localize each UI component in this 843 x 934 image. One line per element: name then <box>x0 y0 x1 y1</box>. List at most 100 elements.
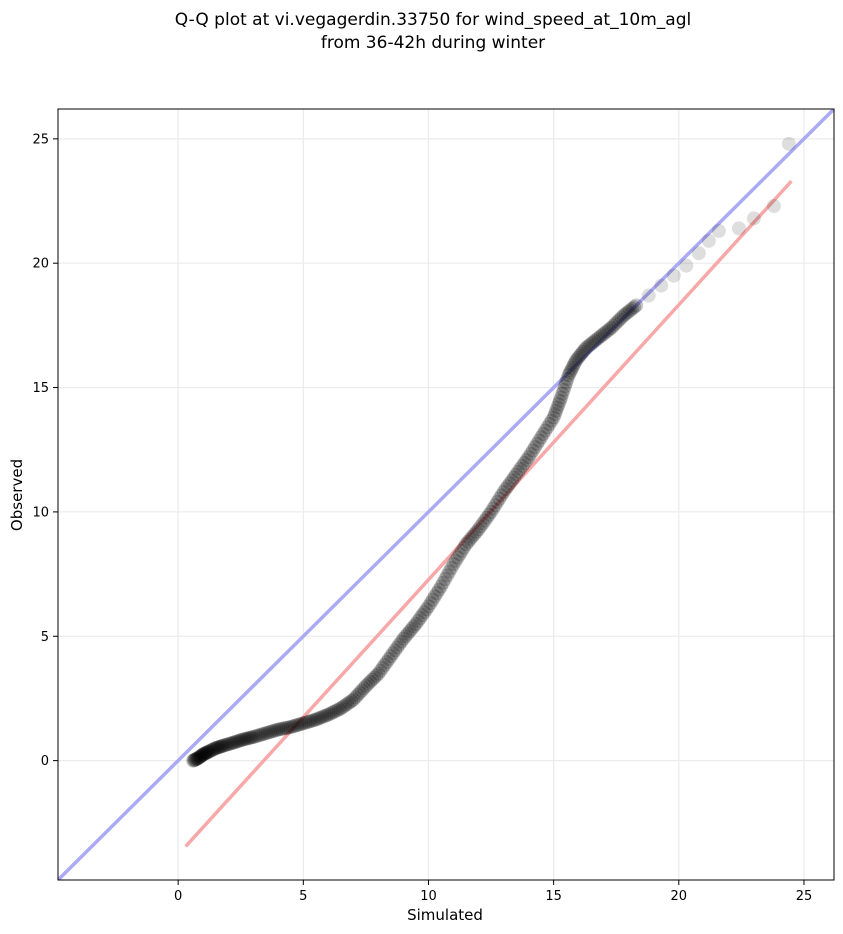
quantile-point <box>622 303 637 318</box>
quantile-point <box>471 522 486 537</box>
y-axis-label: Observed <box>8 459 26 531</box>
quantile-point <box>214 739 229 754</box>
quantile-point <box>237 732 252 747</box>
quantile-point <box>248 729 263 744</box>
quantile-point <box>197 746 212 761</box>
quantile-point <box>606 318 621 333</box>
quantile-point <box>616 308 631 323</box>
quantile-point <box>216 738 231 753</box>
quantile-point <box>419 602 434 617</box>
quantile-point <box>488 498 503 513</box>
quantile-point <box>581 339 596 354</box>
quantile-point <box>371 666 386 681</box>
quantile-point <box>204 743 219 758</box>
x-tick-label: 20 <box>671 889 688 904</box>
quantile-point <box>201 744 216 759</box>
quantile-point <box>344 694 359 709</box>
quantile-point <box>570 351 585 366</box>
quantile-point <box>459 537 474 552</box>
quantile-point <box>610 314 625 329</box>
quantile-point <box>262 725 277 740</box>
quantile-point <box>469 524 484 539</box>
quantile-point <box>195 748 210 763</box>
quantile-point <box>325 705 340 720</box>
quantile-point <box>574 346 589 361</box>
quantile-point <box>294 716 309 731</box>
quantile-point <box>200 745 215 760</box>
quantile-point <box>236 732 251 747</box>
quantile-point <box>429 586 444 601</box>
quantile-point <box>354 683 369 698</box>
quantile-point <box>496 485 511 500</box>
chart-subtitle: from 36-42h during winter <box>321 33 545 53</box>
quantile-point <box>187 753 202 768</box>
quantile-point <box>406 619 421 634</box>
quantile-point <box>408 616 423 631</box>
quantile-point <box>546 410 561 425</box>
quantile-point <box>629 298 644 313</box>
quantile-point <box>544 413 559 428</box>
quantile-point <box>300 715 315 730</box>
quantile-point <box>209 740 224 755</box>
quantile-point <box>203 743 218 758</box>
quantile-point <box>597 325 612 340</box>
quantile-point <box>226 735 241 750</box>
quantile-point <box>222 736 237 751</box>
quantile-point <box>229 734 244 749</box>
x-tick-label: 25 <box>796 889 813 904</box>
quantile-point <box>555 386 570 401</box>
quantile-point <box>231 734 246 749</box>
y-tick-label: 25 <box>32 132 49 147</box>
quantile-point <box>679 258 694 273</box>
quantile-point <box>360 676 375 691</box>
quantile-point <box>585 335 600 350</box>
quantile-point <box>207 741 222 756</box>
quantile-point <box>486 501 501 516</box>
quantile-point <box>348 690 363 705</box>
quantile-point <box>691 246 706 261</box>
quantile-point <box>440 568 455 583</box>
quantile-point <box>400 626 415 641</box>
y-tick-label: 0 <box>41 754 49 769</box>
quantile-point <box>498 482 513 497</box>
quantile-point <box>306 713 321 728</box>
y-tick-label: 20 <box>32 257 49 272</box>
quantile-point <box>442 564 457 579</box>
quantile-point <box>252 728 267 743</box>
quantile-point <box>540 420 555 435</box>
quantile-point <box>534 430 549 445</box>
quantile-point <box>731 221 746 236</box>
quantile-point <box>260 725 275 740</box>
quantile-point <box>388 643 403 658</box>
quantile-point <box>425 592 440 607</box>
x-tick-label: 5 <box>299 889 307 904</box>
quantile-point <box>438 572 453 587</box>
quantile-point <box>317 709 332 724</box>
quantile-point <box>211 740 226 755</box>
quantile-point <box>192 749 207 764</box>
quantile-point <box>298 715 313 730</box>
quantile-point <box>456 540 471 555</box>
quantile-point <box>193 749 208 764</box>
quantile-point <box>392 637 407 652</box>
quantile-point <box>319 708 334 723</box>
identity-line <box>58 109 834 880</box>
quantile-point <box>542 417 557 432</box>
quantile-point <box>219 737 234 752</box>
quantile-point <box>367 670 382 685</box>
quantile-point <box>411 613 426 628</box>
quantile-point <box>192 750 207 765</box>
quantile-point <box>381 652 396 667</box>
quantile-point <box>552 393 567 408</box>
quantile-point <box>208 741 223 756</box>
quantile-point <box>198 746 213 761</box>
quantile-point <box>746 211 761 226</box>
quantile-point <box>313 710 328 725</box>
quantile-point <box>290 718 305 733</box>
quantile-point <box>242 730 257 745</box>
quantile-point <box>277 721 292 736</box>
quantile-point <box>188 752 203 767</box>
quantile-point <box>600 324 615 339</box>
quantile-point <box>377 657 392 672</box>
